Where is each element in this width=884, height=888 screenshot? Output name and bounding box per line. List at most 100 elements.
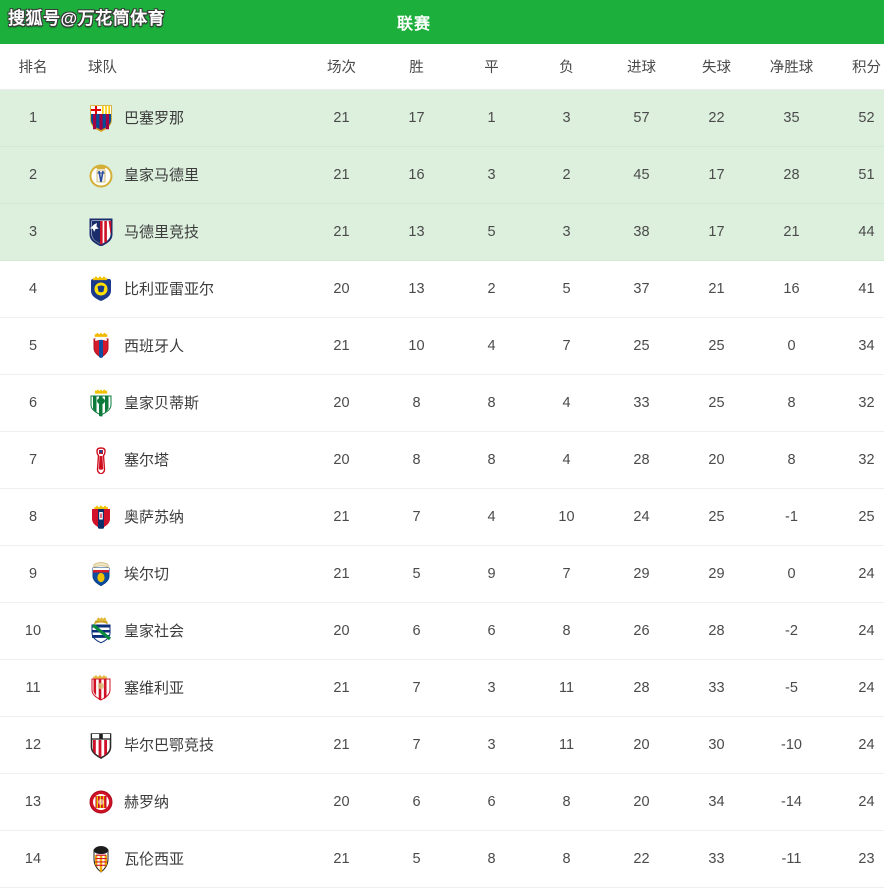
- cell-goals-for: 22: [604, 830, 679, 888]
- barcelona-crest: [88, 104, 114, 132]
- girona-crest: [88, 788, 114, 816]
- valencia-crest: [88, 845, 114, 873]
- watermark-label: 搜狐号@万花筒体育: [8, 9, 166, 28]
- cell-team[interactable]: 西班牙人: [66, 317, 304, 375]
- table-header: 排名 球队 场次 胜 平 负 进球 失球 净胜球 积分: [0, 44, 884, 90]
- team-name-label: 埃尔切: [124, 566, 170, 583]
- column-header-draw[interactable]: 平: [454, 44, 529, 90]
- cell-team[interactable]: 塞尔塔: [66, 431, 304, 489]
- osasuna-crest: [88, 503, 114, 531]
- team-cell-content: 瓦伦西亚: [66, 845, 304, 873]
- cell-played: 21: [304, 830, 379, 888]
- cell-team[interactable]: 赫罗纳: [66, 773, 304, 831]
- table-row[interactable]: 6 皇家贝蒂斯 20 8 8 4 33 25 8 32: [0, 374, 884, 432]
- table-row[interactable]: 9 埃尔切 21 5 9 7 29 29 0 24: [0, 545, 884, 603]
- cell-win: 7: [379, 488, 454, 546]
- table-row[interactable]: 4 比利亚雷亚尔 20 13 2 5 37 21 16 41: [0, 260, 884, 318]
- cell-rank: 14: [0, 830, 66, 888]
- cell-win: 6: [379, 773, 454, 831]
- cell-draw: 8: [454, 830, 529, 888]
- cell-rank: 12: [0, 716, 66, 774]
- athletic-crest: [88, 731, 114, 759]
- cell-team[interactable]: 皇家马德里: [66, 146, 304, 204]
- cell-rank: 2: [0, 146, 66, 204]
- table-body: 1 巴塞罗那 21 17 1 3 57 22 35 52 2 皇家马德里 21 16 3 2 45 17 28 51 3…: [0, 89, 884, 888]
- table-row[interactable]: 5 西班牙人 21 10 4 7 25 25 0 34: [0, 317, 884, 375]
- cell-goals-for: 25: [604, 317, 679, 375]
- column-header-loss[interactable]: 负: [529, 44, 604, 90]
- cell-team[interactable]: 皇家贝蒂斯: [66, 374, 304, 432]
- cell-draw: 6: [454, 602, 529, 660]
- villarreal-crest: [88, 275, 114, 303]
- column-header-goals-for[interactable]: 进球: [604, 44, 679, 90]
- table-row[interactable]: 10 皇家社会 20 6 6 8 26 28 -2 24: [0, 602, 884, 660]
- team-cell-content: 皇家马德里: [66, 161, 304, 189]
- cell-goals-against: 28: [679, 602, 754, 660]
- cell-goals-against: 17: [679, 203, 754, 261]
- table-header-row: 排名 球队 场次 胜 平 负 进球 失球 净胜球 积分: [0, 44, 884, 90]
- table-row[interactable]: 12 毕尔巴鄂竞技 21 7 3 11 20 30 -10 24: [0, 716, 884, 774]
- table-row[interactable]: 13 赫罗纳 20 6 6 8 20 34 -14 24: [0, 773, 884, 831]
- column-header-team[interactable]: 球队: [66, 44, 304, 90]
- column-header-win[interactable]: 胜: [379, 44, 454, 90]
- cell-loss: 5: [529, 260, 604, 318]
- cell-goals-for: 28: [604, 659, 679, 717]
- cell-team[interactable]: 毕尔巴鄂竞技: [66, 716, 304, 774]
- team-name-label: 皇家贝蒂斯: [124, 395, 200, 412]
- cell-goals-for: 24: [604, 488, 679, 546]
- cell-goals-against: 33: [679, 830, 754, 888]
- cell-loss: 2: [529, 146, 604, 204]
- column-header-goal-diff[interactable]: 净胜球: [754, 44, 829, 90]
- cell-played: 20: [304, 260, 379, 318]
- cell-draw: 3: [454, 659, 529, 717]
- cell-win: 6: [379, 602, 454, 660]
- team-cell-content: 巴塞罗那: [66, 104, 304, 132]
- cell-team[interactable]: 巴塞罗那: [66, 89, 304, 147]
- cell-team[interactable]: 瓦伦西亚: [66, 830, 304, 888]
- column-header-rank[interactable]: 排名: [0, 44, 66, 90]
- cell-goals-for: 20: [604, 773, 679, 831]
- column-header-played[interactable]: 场次: [304, 44, 379, 90]
- table-row[interactable]: 14 瓦伦西亚 21 5 8 8 22 33 -11 23: [0, 830, 884, 888]
- cell-team[interactable]: 塞维利亚: [66, 659, 304, 717]
- celta-crest: [88, 446, 114, 474]
- cell-points: 24: [829, 773, 884, 831]
- team-name-label: 比利亚雷亚尔: [124, 281, 215, 298]
- cell-points: 51: [829, 146, 884, 204]
- cell-played: 21: [304, 89, 379, 147]
- cell-draw: 9: [454, 545, 529, 603]
- cell-team[interactable]: 马德里竞技: [66, 203, 304, 261]
- cell-rank: 4: [0, 260, 66, 318]
- cell-goal-diff: -1: [754, 488, 829, 546]
- table-row[interactable]: 2 皇家马德里 21 16 3 2 45 17 28 51: [0, 146, 884, 204]
- cell-goal-diff: 0: [754, 317, 829, 375]
- cell-goal-diff: 8: [754, 374, 829, 432]
- cell-win: 17: [379, 89, 454, 147]
- team-cell-content: 奥萨苏纳: [66, 503, 304, 531]
- cell-team[interactable]: 比利亚雷亚尔: [66, 260, 304, 318]
- cell-played: 21: [304, 317, 379, 375]
- cell-team[interactable]: 皇家社会: [66, 602, 304, 660]
- table-row[interactable]: 11 塞维利亚 21 7 3 11 28 33 -5 24: [0, 659, 884, 717]
- table-row[interactable]: 7 塞尔塔 20 8 8 4 28 20 8 32: [0, 431, 884, 489]
- cell-team[interactable]: 奥萨苏纳: [66, 488, 304, 546]
- cell-goals-against: 34: [679, 773, 754, 831]
- table-row[interactable]: 3 马德里竞技 21 13 5 3 38 17 21 44: [0, 203, 884, 261]
- cell-win: 16: [379, 146, 454, 204]
- cell-played: 20: [304, 602, 379, 660]
- team-name-label: 塞尔塔: [124, 452, 170, 469]
- column-header-goals-against[interactable]: 失球: [679, 44, 754, 90]
- cell-goal-diff: -11: [754, 830, 829, 888]
- cell-goal-diff: 8: [754, 431, 829, 489]
- cell-goal-diff: -14: [754, 773, 829, 831]
- cell-win: 5: [379, 830, 454, 888]
- cell-points: 44: [829, 203, 884, 261]
- cell-loss: 4: [529, 374, 604, 432]
- column-header-points[interactable]: 积分: [829, 44, 884, 90]
- cell-goals-for: 57: [604, 89, 679, 147]
- table-row[interactable]: 8 奥萨苏纳 21 7 4 10 24 25 -1 25: [0, 488, 884, 546]
- team-cell-content: 皇家社会: [66, 616, 304, 645]
- cell-goals-against: 33: [679, 659, 754, 717]
- table-row[interactable]: 1 巴塞罗那 21 17 1 3 57 22 35 52: [0, 89, 884, 147]
- cell-team[interactable]: 埃尔切: [66, 545, 304, 603]
